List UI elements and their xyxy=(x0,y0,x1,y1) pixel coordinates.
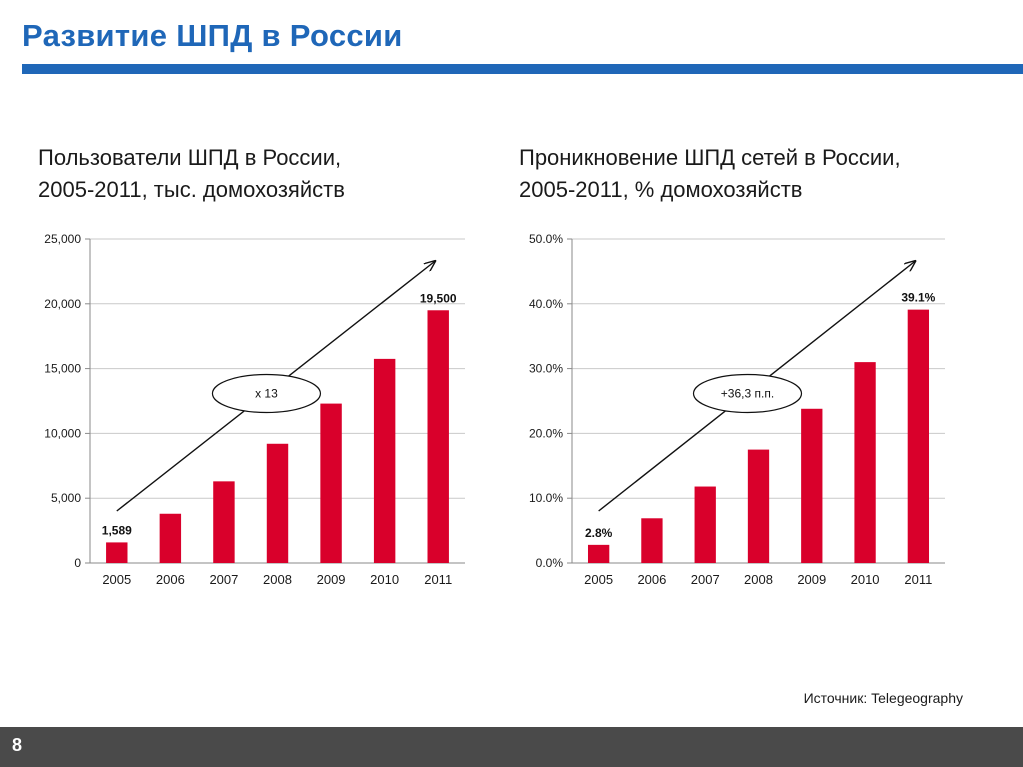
penetration-bar-chart: 0.0% 10.0% 20.0% 30.0% 40.0% 50.0% 2005 2006 200… xyxy=(529,232,945,587)
data-label: 2.8% xyxy=(585,526,613,540)
xtick-label: 2006 xyxy=(637,572,666,587)
ytick-label: 20.0% xyxy=(529,426,563,440)
xtick-label: 2007 xyxy=(691,572,720,587)
source-note: Источник: Telegeography xyxy=(803,690,963,706)
chart-title-line: 2005-2011, тыс. домохозяйств xyxy=(38,177,345,202)
xtick-label: 2009 xyxy=(317,572,346,587)
bar xyxy=(106,542,128,563)
xtick-label: 2010 xyxy=(370,572,399,587)
data-label: 39.1% xyxy=(901,291,935,305)
xtick-label: 2005 xyxy=(102,572,131,587)
bar xyxy=(159,513,182,563)
title-rule xyxy=(22,64,1023,74)
bar xyxy=(641,518,663,563)
bar xyxy=(266,443,289,563)
footer-bar: 8 xyxy=(0,727,1023,767)
ytick-label: 40.0% xyxy=(529,297,563,311)
ytick-label: 10.0% xyxy=(529,491,563,505)
slide-title: Развитие ШПД в России xyxy=(22,18,403,53)
xtick-label: 2008 xyxy=(263,572,292,587)
ytick-label: 0.0% xyxy=(536,556,564,570)
bar xyxy=(373,358,396,563)
xtick-label: 2007 xyxy=(209,572,238,587)
ytick-label: 30.0% xyxy=(529,362,563,376)
xtick-label: 2008 xyxy=(744,572,773,587)
chart-title-line: Пользователи ШПД в России, xyxy=(38,145,342,170)
bar xyxy=(801,408,823,563)
bar xyxy=(320,403,342,563)
data-label: 19,500 xyxy=(420,291,457,305)
chart-title-line: 2005-2011, % домохозяйств xyxy=(519,177,803,202)
users-bar-chart: 0 5,000 10,000 15,000 20,000 25,000 2005 2006 20… xyxy=(44,232,465,587)
annotation-label: +36,3 п.п. xyxy=(721,387,774,401)
page-number: 8 xyxy=(12,735,23,755)
chart-title-penetration: Проникновение ШПД сетей в России, 2005-2… xyxy=(519,142,901,206)
chart-title-users: Пользователи ШПД в России, 2005-2011, ты… xyxy=(38,142,345,206)
xtick-label: 2006 xyxy=(156,572,185,587)
xtick-label: 2011 xyxy=(424,572,452,587)
ytick-label: 20,000 xyxy=(44,297,81,311)
ytick-label: 0 xyxy=(74,556,81,570)
data-label: 1,589 xyxy=(102,523,132,537)
chart-title-line: Проникновение ШПД сетей в России, xyxy=(519,145,901,170)
annotation-ellipse xyxy=(211,373,322,414)
ytick-label: 10,000 xyxy=(44,426,81,440)
ytick-label: 50.0% xyxy=(529,232,563,246)
bar xyxy=(854,362,876,563)
bar xyxy=(747,449,770,563)
bar xyxy=(694,486,716,563)
xtick-label: 2009 xyxy=(797,572,826,587)
bar xyxy=(427,310,449,563)
xtick-label: 2011 xyxy=(904,572,932,587)
xtick-label: 2010 xyxy=(851,572,880,587)
bar xyxy=(213,481,235,563)
bar xyxy=(587,544,610,563)
annotation-ellipse xyxy=(692,373,803,414)
bar xyxy=(907,309,930,563)
ytick-label: 15,000 xyxy=(44,362,81,376)
ytick-label: 5,000 xyxy=(51,491,81,505)
annotation-label: x 13 xyxy=(255,387,278,401)
xtick-label: 2005 xyxy=(584,572,613,587)
ytick-label: 25,000 xyxy=(44,232,81,246)
